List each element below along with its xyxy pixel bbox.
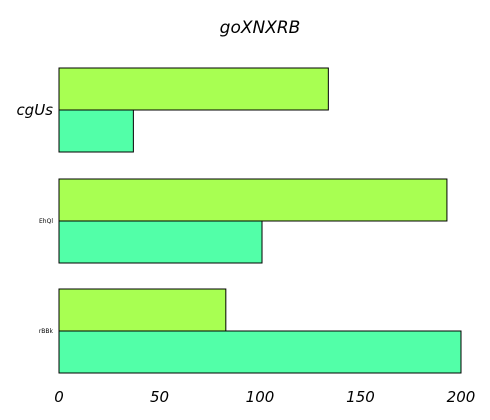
bar-EhQl-series-1 — [58, 178, 448, 222]
bar-cgUs-series-1 — [58, 67, 329, 111]
x-tick-label-50: 50 — [150, 388, 169, 406]
x-tick-label-150: 150 — [346, 388, 375, 406]
bar-rBBk-series-1 — [58, 288, 227, 332]
x-tick-label-0: 0 — [54, 388, 64, 406]
y-tick-label-EhQl: EhQl — [39, 218, 53, 225]
x-tick-label-200: 200 — [447, 388, 476, 406]
bar-EhQl-series-2 — [58, 220, 263, 264]
bars-group — [58, 67, 462, 374]
y-tick-label-rBBk: rBBk — [39, 328, 54, 335]
x-tick-label-100: 100 — [246, 388, 275, 406]
y-tick-label-cgUs: cgUs — [16, 101, 53, 119]
y-axis-labels: cgUs EhQl rBBk — [16, 101, 53, 335]
bar-rBBk-series-2 — [58, 330, 462, 374]
chart-title: goXNXRB — [220, 18, 301, 38]
bar-cgUs-series-2 — [58, 109, 134, 153]
x-axis-ticks: 0 50 100 150 200 — [54, 388, 475, 406]
